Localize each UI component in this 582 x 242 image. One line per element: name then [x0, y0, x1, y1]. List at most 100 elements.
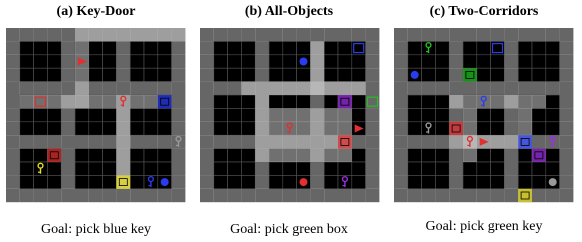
floor-cell: [352, 162, 366, 175]
wall-cell: [172, 41, 186, 54]
wall-cell: [6, 55, 20, 68]
floor-cell: [422, 95, 436, 108]
floor-cell: [241, 162, 255, 175]
floor-cell: [89, 68, 103, 81]
floor-cell: [324, 68, 338, 81]
wall-cell: [366, 108, 380, 121]
floor-cell: [532, 162, 546, 175]
floor-cell: [34, 41, 48, 54]
floor-cell: [269, 175, 283, 188]
wall-cell: [214, 135, 228, 148]
floor-cell: [47, 41, 61, 54]
wall-cell: [241, 135, 255, 148]
floor-cell: [408, 55, 422, 68]
panel-title: (c) Two-Corridors: [430, 4, 539, 19]
floor-cell: [435, 122, 449, 135]
wall-cell: [130, 189, 144, 202]
wall-cell: [47, 82, 61, 95]
wall-cell: [61, 189, 75, 202]
wall-cell: [352, 28, 366, 41]
wall-cell: [89, 189, 103, 202]
wall-cell: [352, 189, 366, 202]
wall-cell: [324, 189, 338, 202]
wall-cell: [560, 175, 574, 188]
door: [532, 149, 546, 162]
wall-cell: [394, 108, 408, 121]
floor-cell: [491, 162, 505, 175]
floor-cell: [228, 55, 242, 68]
floor-cell: [352, 95, 366, 108]
wall-cell: [504, 82, 518, 95]
floor-cell: [34, 55, 48, 68]
floor-cell: [422, 68, 436, 81]
floor-cell: [491, 175, 505, 188]
wall-cell: [394, 55, 408, 68]
wall-cell: [283, 28, 297, 41]
floor-cell: [518, 55, 532, 68]
wall-cell: [366, 55, 380, 68]
wall-cell: [200, 95, 214, 108]
wall-cell: [477, 189, 491, 202]
wall-cell: [172, 82, 186, 95]
floor-cell: [47, 175, 61, 188]
floor-cell: [546, 149, 560, 162]
wall-cell: [491, 82, 505, 95]
floor-cell: [214, 55, 228, 68]
floor-cell: [228, 122, 242, 135]
wall-cell: [144, 135, 158, 148]
wall-cell: [228, 135, 242, 148]
wall-cell: [546, 28, 560, 41]
wall-cell: [158, 82, 172, 95]
floor-cell: [20, 162, 34, 175]
floor-cell: [103, 162, 117, 175]
floor-cell: [241, 149, 255, 162]
floor-cell: [34, 68, 48, 81]
floor-cell: [283, 95, 297, 108]
floor-cell: [491, 122, 505, 135]
floor-cell: [20, 108, 34, 121]
floor-cell: [228, 95, 242, 108]
wall-cell: [255, 28, 269, 41]
wall-cell: [6, 162, 20, 175]
wall-cell: [61, 55, 75, 68]
wall-cell: [532, 135, 546, 148]
floor-cell: [241, 95, 255, 108]
floor-cell: [20, 68, 34, 81]
wall-cell: [297, 189, 311, 202]
wall-cell: [504, 149, 518, 162]
wall-cell: [61, 41, 75, 54]
wall-cell: [6, 149, 20, 162]
floor-cell: [435, 68, 449, 81]
wall-cell: [172, 175, 186, 188]
wall-cell: [560, 95, 574, 108]
floor-cell: [422, 149, 436, 162]
floor-cell: [144, 122, 158, 135]
wall-cell: [200, 135, 214, 148]
floor-cell: [158, 108, 172, 121]
wall-cell: [560, 122, 574, 135]
wall-cell: [6, 135, 20, 148]
wall-cell: [269, 189, 283, 202]
floor-cell: [214, 68, 228, 81]
wall-cell: [435, 82, 449, 95]
floor-cell: [532, 108, 546, 121]
wall-cell: [61, 82, 75, 95]
wall-cell: [560, 82, 574, 95]
panel-title: (a) Key-Door: [57, 4, 136, 19]
floor-cell: [324, 95, 338, 108]
floor-cell: [491, 55, 505, 68]
wall-cell: [172, 149, 186, 162]
wall-cell: [310, 189, 324, 202]
floor-cell: [435, 108, 449, 121]
floor-cell: [546, 95, 560, 108]
floor-cell: [144, 41, 158, 54]
visited-cells: [241, 82, 365, 95]
wall-cell: [560, 135, 574, 148]
wall-cell: [504, 175, 518, 188]
floor-cell: [518, 162, 532, 175]
floor-cell: [283, 162, 297, 175]
wall-cell: [103, 189, 117, 202]
wall-cell: [449, 41, 463, 54]
wall-cell: [241, 189, 255, 202]
floor-cell: [47, 122, 61, 135]
